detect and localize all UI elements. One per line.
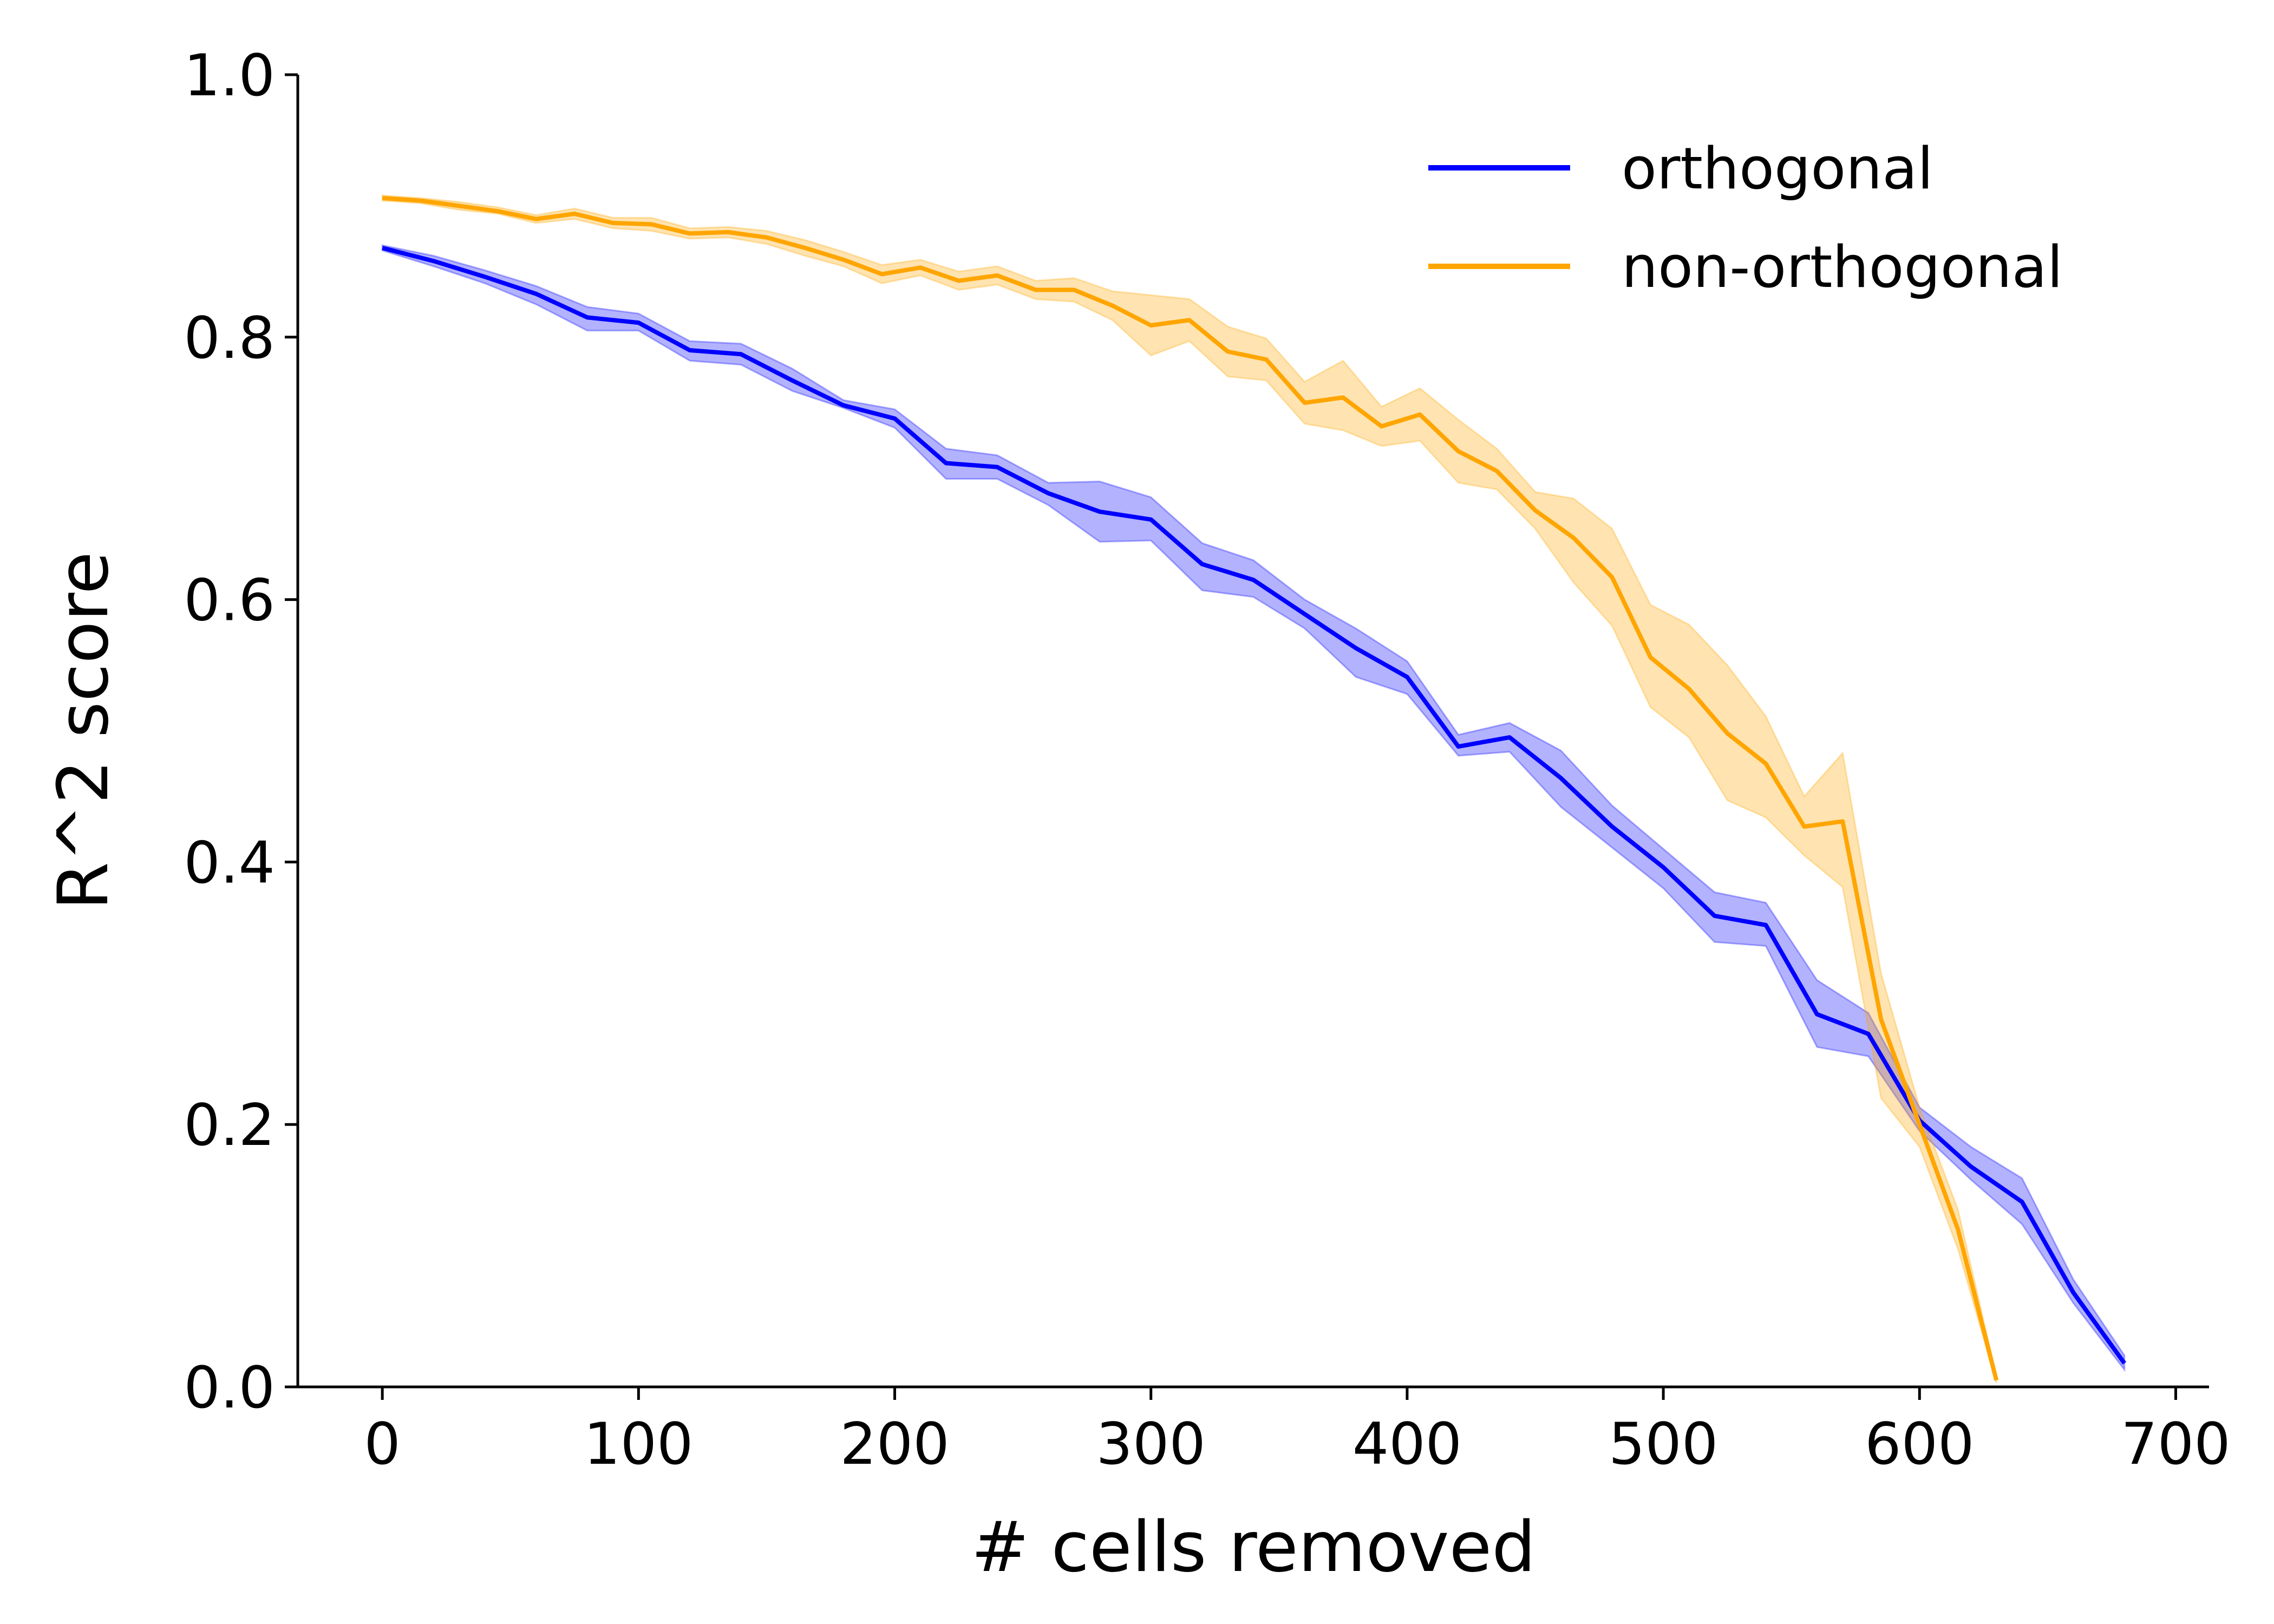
legend-label-orthogonal: orthogonal: [1622, 135, 1933, 202]
x-tick-label: 0: [364, 1411, 400, 1477]
y-axis-title: R^2 score: [43, 552, 124, 910]
x-axis-title: # cells removed: [971, 1507, 1536, 1588]
series-line-non-orthogonal: [382, 195, 1999, 1381]
x-tick-label: 600: [1865, 1411, 1974, 1477]
series-lines: [382, 195, 2127, 1381]
x-axis-ticks: 0 100 200 300 400 500 600 700: [364, 1387, 2231, 1477]
x-tick-label: 400: [1352, 1411, 1462, 1477]
y-tick-label: 0.2: [184, 1092, 275, 1158]
legend: orthogonal non-orthogonal: [1428, 135, 2063, 300]
x-tick-label: 300: [1096, 1411, 1206, 1477]
y-tick-label: 0.8: [184, 305, 275, 371]
legend-label-non-orthogonal: non-orthogonal: [1622, 234, 2063, 300]
y-tick-label: 1.0: [184, 42, 275, 109]
y-tick-label: 0.0: [184, 1354, 275, 1421]
y-tick-label: 0.6: [184, 567, 275, 634]
x-tick-label: 500: [1609, 1411, 1718, 1477]
confidence-bands: [381, 194, 2126, 1384]
series-line-orthogonal: [382, 246, 2127, 1365]
y-axis-ticks: 0.0 0.2 0.4 0.6 0.8 1.0: [184, 42, 298, 1421]
y-tick-label: 0.4: [184, 829, 275, 896]
x-tick-label: 700: [2121, 1411, 2230, 1477]
x-tick-label: 100: [584, 1411, 693, 1477]
band-orthogonal: [381, 244, 2126, 1372]
band-non-orthogonal: [381, 194, 1997, 1384]
x-tick-label: 200: [840, 1411, 949, 1477]
